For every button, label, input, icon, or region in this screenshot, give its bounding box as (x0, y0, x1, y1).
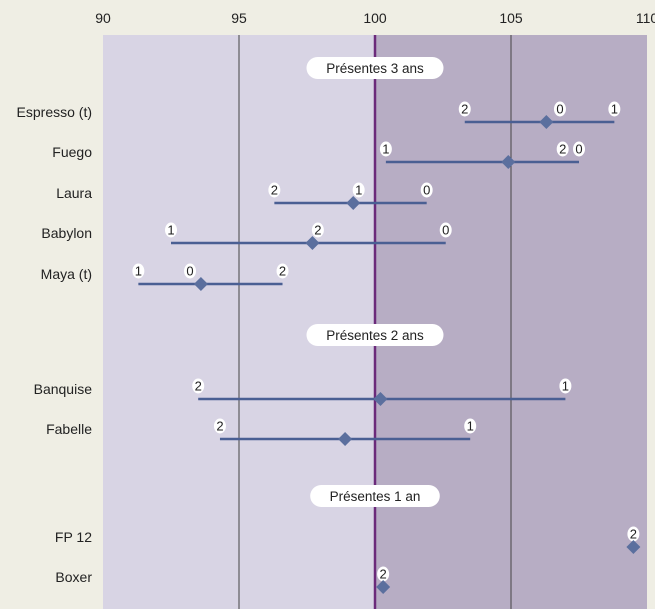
point-label: 2 (195, 379, 202, 394)
category-label: Espresso (t) (17, 104, 92, 120)
point-marker (184, 263, 197, 279)
point-marker (439, 222, 452, 238)
x-tick-label: 110 (636, 10, 655, 26)
point-label: 1 (611, 102, 618, 117)
point-label: 0 (556, 102, 563, 117)
group-pill (310, 485, 440, 507)
group-pill (306, 324, 444, 346)
mean-marker (501, 155, 516, 169)
point-label: 0 (575, 142, 582, 157)
point-label: 2 (380, 567, 387, 582)
point-label: 2 (559, 142, 566, 157)
point-label: 2 (461, 102, 468, 117)
point-label: 0 (423, 183, 430, 198)
mean-marker (539, 115, 554, 129)
point-label: 1 (382, 142, 389, 157)
category-label: Boxer (55, 569, 92, 585)
mean-marker (338, 432, 353, 446)
category-label: FP 12 (55, 529, 92, 545)
mean-marker (305, 236, 320, 250)
point-label: 1 (135, 264, 142, 279)
group-label: Présentes 1 an (330, 489, 421, 504)
point-label: 2 (216, 419, 223, 434)
point-marker (276, 263, 289, 279)
mean-marker (346, 196, 361, 210)
point-marker (559, 378, 572, 394)
point-marker (553, 101, 566, 117)
category-label: Fuego (52, 144, 92, 160)
point-marker (458, 101, 471, 117)
x-tick-label: 90 (95, 10, 111, 26)
mean-marker (193, 277, 208, 291)
point-marker (377, 566, 390, 582)
group-pill (306, 57, 444, 79)
point-label: 2 (630, 527, 637, 542)
category-label: Laura (56, 185, 92, 201)
point-marker (464, 418, 477, 434)
point-label: 1 (467, 419, 474, 434)
point-marker (165, 222, 177, 238)
point-marker (573, 141, 585, 157)
point-label: 1 (562, 379, 569, 394)
category-label: Fabelle (46, 421, 92, 437)
mean-marker (626, 540, 641, 554)
point-label: 1 (355, 183, 362, 198)
point-label: 0 (186, 264, 193, 279)
point-marker (311, 222, 324, 238)
x-tick-label: 105 (499, 10, 523, 26)
point-marker (627, 526, 640, 542)
mean-marker (376, 580, 391, 594)
x-tick-label: 95 (231, 10, 247, 26)
point-marker (352, 182, 365, 198)
point-marker (192, 378, 205, 394)
point-label: 2 (271, 183, 278, 198)
point-marker (420, 182, 433, 198)
group-label: Présentes 3 ans (326, 61, 424, 76)
point-label: 0 (442, 223, 449, 238)
category-label: Babylon (41, 225, 92, 241)
category-label: Banquise (34, 381, 93, 397)
point-label: 2 (279, 264, 286, 279)
point-label: 1 (167, 223, 174, 238)
x-tick-label: 100 (363, 10, 387, 26)
category-label: Maya (t) (41, 266, 92, 282)
point-marker (268, 182, 281, 198)
mean-marker (373, 392, 388, 406)
point-marker (556, 141, 569, 157)
point-marker (213, 418, 226, 434)
point-marker (132, 263, 145, 279)
point-marker (379, 141, 392, 157)
point-label: 2 (314, 223, 321, 238)
point-marker (608, 101, 621, 117)
group-label: Présentes 2 ans (326, 328, 424, 343)
